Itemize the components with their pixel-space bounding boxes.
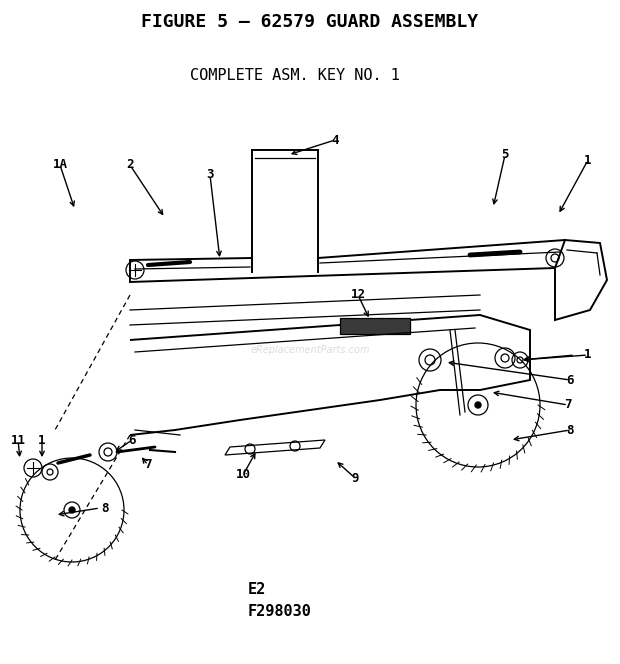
Text: 3: 3	[206, 169, 214, 181]
Text: COMPLETE ASM. KEY NO. 1: COMPLETE ASM. KEY NO. 1	[190, 68, 400, 82]
Text: FIGURE 5 – 62579 GUARD ASSEMBLY: FIGURE 5 – 62579 GUARD ASSEMBLY	[141, 13, 479, 31]
Text: 6: 6	[566, 373, 574, 386]
Text: E2: E2	[248, 582, 266, 598]
Text: F298030: F298030	[248, 604, 312, 620]
Text: 2: 2	[126, 159, 134, 171]
Text: 10: 10	[236, 469, 250, 481]
Text: 7: 7	[564, 398, 572, 412]
Text: 1: 1	[38, 434, 46, 446]
Text: 8: 8	[101, 501, 108, 515]
Text: 1: 1	[584, 349, 591, 361]
Text: 4: 4	[331, 133, 339, 147]
Bar	[340, 318, 410, 334]
Circle shape	[475, 402, 481, 408]
Text: 12: 12	[350, 288, 366, 301]
Text: 8: 8	[566, 424, 574, 436]
Circle shape	[69, 507, 75, 513]
Text: eReplacementParts.com: eReplacementParts.com	[250, 345, 370, 355]
Text: 6: 6	[128, 434, 136, 446]
Text: 5: 5	[501, 149, 509, 161]
Text: 11: 11	[11, 434, 25, 446]
Text: 1: 1	[584, 153, 591, 167]
Text: 7: 7	[144, 459, 152, 471]
Text: 9: 9	[352, 471, 359, 485]
Text: 1A: 1A	[53, 159, 68, 171]
